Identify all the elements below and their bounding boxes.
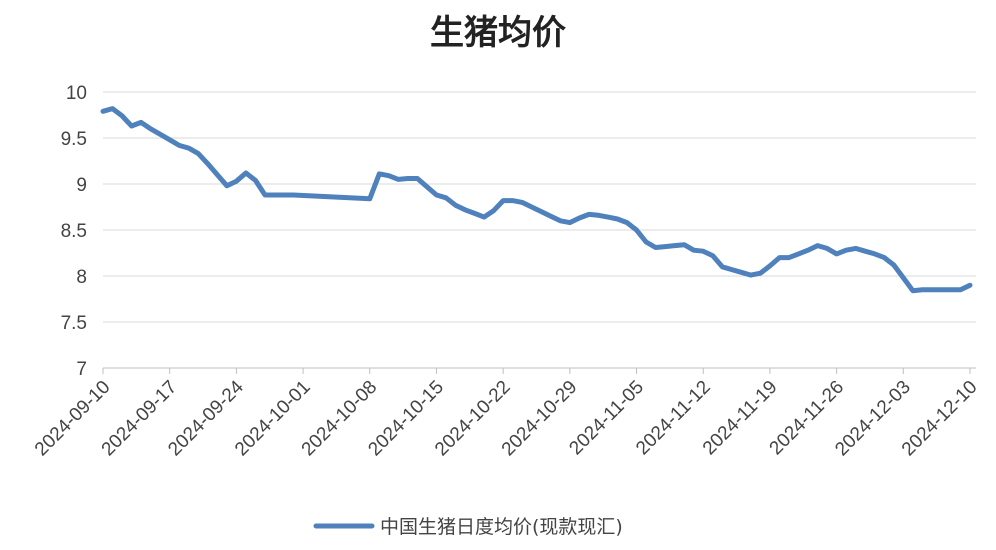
- y-tick-label: 8: [76, 267, 87, 288]
- y-tick-label: 9: [76, 175, 87, 196]
- x-axis-ticks: 2024-09-102024-09-172024-09-242024-10-01…: [31, 368, 982, 460]
- series-line: [100, 106, 973, 294]
- y-tick-label: 10: [66, 83, 87, 104]
- legend-label: 中国生猪日度均价(现款现汇): [380, 516, 623, 538]
- y-axis-ticks: 10 9.5 9 8.5 8 7.5 7: [61, 83, 87, 380]
- legend: 中国生猪日度均价(现款现汇): [313, 516, 623, 538]
- series-layer: [100, 106, 973, 294]
- y-tick-label: 7.5: [61, 313, 87, 334]
- y-tick-label: 7: [76, 359, 87, 380]
- gridlines: [103, 91, 976, 323]
- chart-title: 生猪均价: [430, 13, 566, 53]
- y-tick-label: 9.5: [61, 129, 87, 150]
- y-tick-label: 8.5: [61, 221, 87, 242]
